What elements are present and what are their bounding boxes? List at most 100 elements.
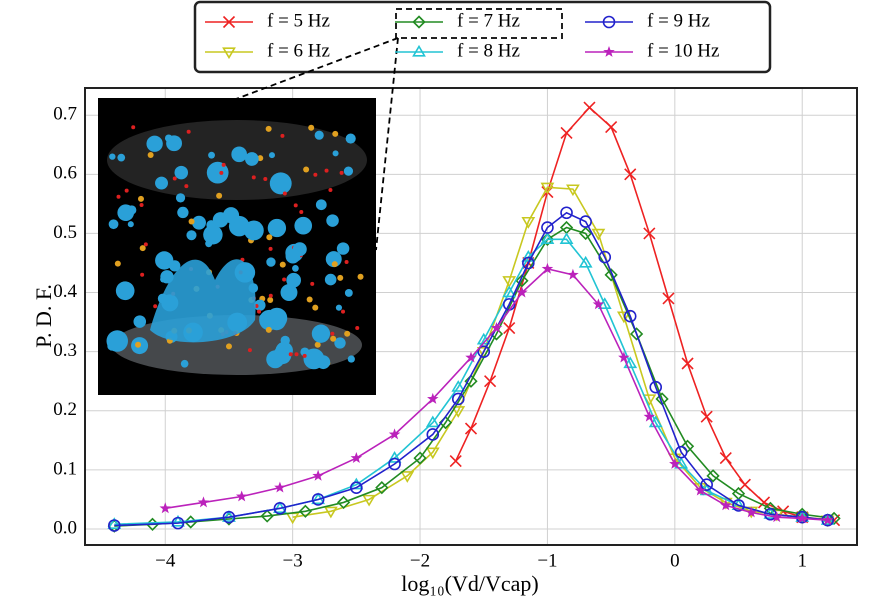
bubble xyxy=(117,153,126,162)
marker xyxy=(560,126,573,139)
marker xyxy=(579,215,592,228)
particle xyxy=(308,124,315,131)
droplet xyxy=(124,188,129,193)
inset-render xyxy=(106,120,367,375)
droplet xyxy=(139,203,144,208)
marker xyxy=(274,481,286,493)
highlight-box xyxy=(395,8,563,39)
marker xyxy=(522,256,535,270)
droplet xyxy=(328,187,333,192)
marker xyxy=(502,285,517,298)
particle xyxy=(257,155,264,162)
liquid-blob xyxy=(150,259,256,343)
y-tick-label: 0.3 xyxy=(53,340,77,361)
marker xyxy=(273,502,287,515)
marker xyxy=(602,15,616,29)
particle xyxy=(332,130,339,137)
marker xyxy=(477,345,491,358)
marker xyxy=(388,457,401,471)
marker xyxy=(623,309,637,323)
particle xyxy=(279,261,286,268)
bubble xyxy=(175,193,186,203)
marker xyxy=(400,471,415,483)
y-tick-label: 0.4 xyxy=(53,281,77,302)
bubble xyxy=(146,135,163,152)
marker xyxy=(350,452,363,463)
bubble xyxy=(208,151,215,159)
particle xyxy=(188,218,195,225)
y-axis-label: P. D. F. xyxy=(31,284,56,348)
bubble xyxy=(254,299,266,311)
droplet xyxy=(116,194,121,199)
marker xyxy=(425,447,440,460)
y-tick-label: 0.5 xyxy=(53,222,77,243)
marker xyxy=(592,298,605,310)
legend: f = 5 Hz f = 6 Hz f = 7 Hz f = 8 Hz f = 9 Hz… xyxy=(205,10,719,61)
marker xyxy=(827,511,841,526)
marker xyxy=(821,514,834,526)
particle xyxy=(331,261,338,268)
marker xyxy=(681,357,694,370)
marker xyxy=(298,504,313,518)
marker xyxy=(643,227,656,240)
bubble xyxy=(108,219,119,230)
marker xyxy=(260,509,274,523)
marker xyxy=(311,493,325,506)
particle xyxy=(137,195,144,202)
marker xyxy=(412,15,426,29)
zoom-line xyxy=(235,37,399,100)
marker xyxy=(222,15,236,29)
marker xyxy=(413,451,427,465)
particle xyxy=(303,166,310,173)
marker xyxy=(336,495,351,510)
bubble xyxy=(336,242,350,255)
droplet xyxy=(268,246,273,251)
marker xyxy=(605,120,618,134)
plot xyxy=(107,101,841,533)
bubble xyxy=(192,215,206,230)
marker xyxy=(669,457,681,469)
marker xyxy=(541,262,554,274)
particle xyxy=(357,273,364,280)
marker xyxy=(649,380,663,394)
bubble xyxy=(269,172,292,195)
bubble xyxy=(164,134,173,142)
marker xyxy=(464,374,478,388)
marker xyxy=(796,512,808,524)
bubble xyxy=(326,214,339,227)
legend-label: f = 6 Hz xyxy=(267,40,330,61)
marker xyxy=(624,168,637,181)
marker xyxy=(503,321,516,335)
bubble xyxy=(311,324,331,343)
zoom-line xyxy=(375,37,399,251)
marker xyxy=(362,494,376,507)
bubble xyxy=(186,230,197,241)
y-tick-label: 0.6 xyxy=(53,163,77,184)
droplet xyxy=(282,191,287,196)
bubble xyxy=(316,355,331,370)
droplet xyxy=(313,172,318,177)
droplet xyxy=(294,352,299,357)
particle xyxy=(312,304,319,311)
bubble xyxy=(160,276,167,283)
legend-label: f = 5 Hz xyxy=(267,10,330,31)
marker xyxy=(738,478,751,491)
marker xyxy=(540,232,555,244)
marker xyxy=(540,182,555,195)
marker xyxy=(464,422,478,435)
droplet xyxy=(330,331,335,336)
bubble xyxy=(243,220,264,241)
x-tick-label: −4 xyxy=(155,550,176,571)
particle xyxy=(139,245,146,252)
marker xyxy=(700,410,713,423)
marker xyxy=(465,351,477,363)
droplet xyxy=(140,272,145,277)
marker xyxy=(795,510,809,524)
marker xyxy=(603,45,615,57)
marker xyxy=(770,511,783,523)
marker xyxy=(578,255,593,268)
droplet xyxy=(184,184,189,189)
marker xyxy=(662,292,675,305)
marker xyxy=(426,428,440,441)
